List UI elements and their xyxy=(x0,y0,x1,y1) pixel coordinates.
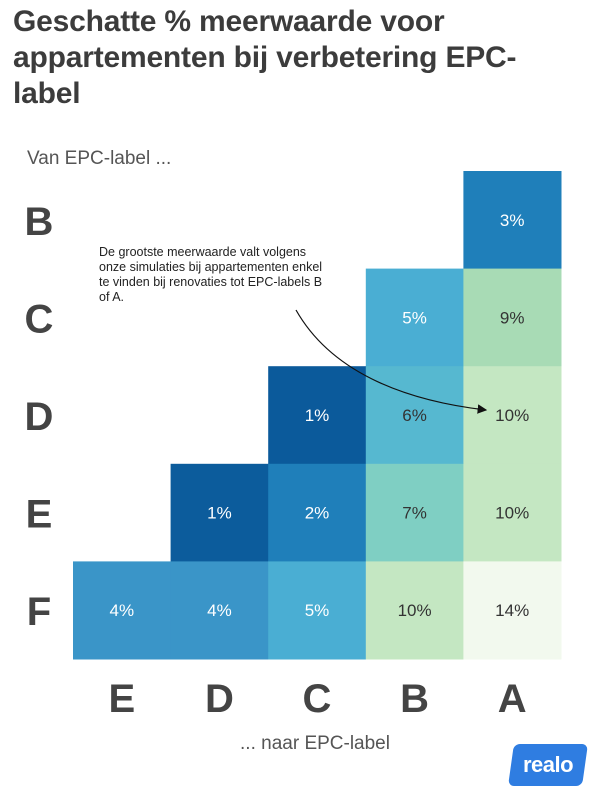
chart-title: Geschatte % meerwaarde voor appartemente… xyxy=(13,5,517,110)
cell-value-label: 5% xyxy=(402,308,427,327)
cell-value-label: 14% xyxy=(495,601,529,620)
heatmap-cell-F-D xyxy=(170,561,269,660)
heatmap-cell-D-A xyxy=(463,366,562,465)
cell-value-label: 7% xyxy=(402,504,427,523)
heatmap-cell-F-B xyxy=(365,561,464,660)
row-label-B: B xyxy=(25,200,54,244)
annotation-arrow xyxy=(295,309,488,414)
column-label-E: E xyxy=(108,677,135,721)
heatmap-cell-B-A xyxy=(463,171,562,270)
cell-value-label: 1% xyxy=(305,406,330,425)
cell-value-label: 3% xyxy=(500,211,525,230)
heatmap-cell-C-A xyxy=(463,268,562,367)
heatmap-cell-E-C xyxy=(268,463,367,562)
heatmap-cell-E-D xyxy=(170,463,269,562)
cell-value-label: 4% xyxy=(207,601,232,620)
row-label-D: D xyxy=(25,395,54,439)
row-label-F: F xyxy=(27,590,51,634)
realo-logo: realo xyxy=(508,744,588,786)
heatmap-cell-F-E xyxy=(73,561,172,660)
column-label-B: B xyxy=(400,677,429,721)
heatmap-cell-E-B xyxy=(365,463,464,562)
heatmap-cell-F-C xyxy=(268,561,367,660)
cell-value-label: 10% xyxy=(495,406,529,425)
column-label-C: C xyxy=(303,677,332,721)
cell-value-label: 10% xyxy=(398,601,432,620)
heatmap-cell-C-B xyxy=(365,268,464,367)
cell-value-label: 6% xyxy=(402,406,427,425)
cell-value-label: 10% xyxy=(495,504,529,523)
row-label-C: C xyxy=(25,297,54,341)
cell-value-label: 9% xyxy=(500,308,525,327)
cell-value-label: 5% xyxy=(305,601,330,620)
heatmap-cell-E-A xyxy=(463,463,562,562)
logo-text: realo xyxy=(522,752,574,777)
heatmap-cell-D-C xyxy=(268,366,367,465)
column-label-A: A xyxy=(498,677,527,721)
to-axis-label: ... naar EPC-label xyxy=(240,733,390,754)
heatmap-cell-D-B xyxy=(365,366,464,465)
cell-value-label: 1% xyxy=(207,504,232,523)
column-label-D: D xyxy=(205,677,234,721)
cell-value-label: 2% xyxy=(305,504,330,523)
cell-value-label: 4% xyxy=(110,601,135,620)
from-axis-label: Van EPC-label ... xyxy=(27,148,172,169)
row-label-E: E xyxy=(26,493,53,537)
heatmap-cell-F-A xyxy=(463,561,562,660)
annotation-text: De grootste meerwaarde valt volgens onze… xyxy=(99,245,323,304)
